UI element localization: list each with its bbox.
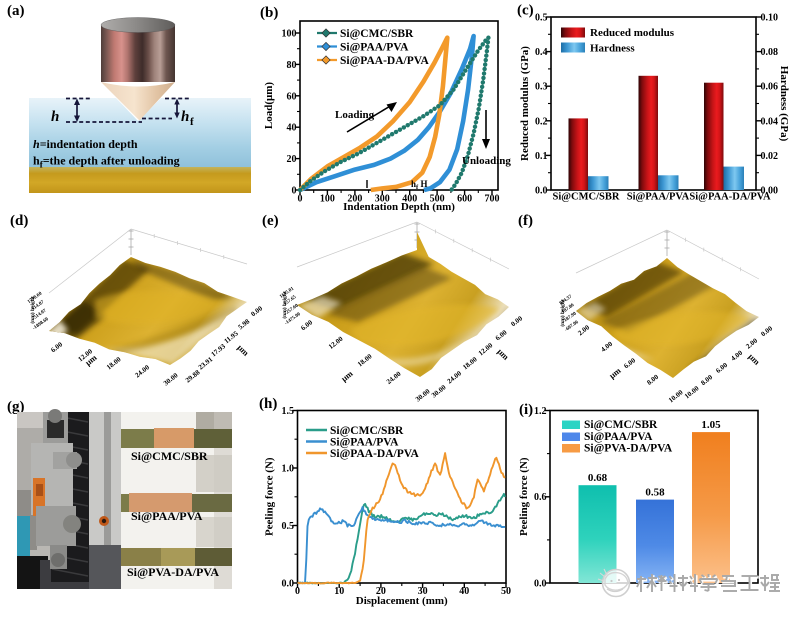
svg-text:0.06: 0.06 — [761, 82, 779, 93]
svg-text:0.58: 0.58 — [645, 487, 665, 499]
svg-text:Si@CMC/SBR: Si@CMC/SBR — [340, 28, 414, 40]
svg-text:(f): (f) — [518, 213, 533, 229]
svg-text:Si@PAA/PVA: Si@PAA/PVA — [131, 509, 203, 523]
svg-text:Si@PAA/PVA: Si@PAA/PVA — [627, 192, 690, 203]
svg-text:0.5: 0.5 — [535, 13, 548, 24]
svg-text:20: 20 — [376, 586, 386, 597]
svg-text:1.05: 1.05 — [701, 419, 721, 431]
svg-text:Si@PAA-DA/PVA: Si@PAA-DA/PVA — [330, 448, 420, 460]
svg-text:(nm) height: (nm) height — [29, 296, 36, 324]
svg-text:0.00: 0.00 — [761, 186, 779, 197]
svg-text:hf H: hf H — [411, 179, 427, 191]
svg-text:100: 100 — [320, 194, 335, 205]
svg-text:hf=the depth after unloading: hf=the depth after unloading — [33, 154, 180, 170]
svg-text:200: 200 — [347, 194, 362, 205]
svg-text:0.0: 0.0 — [282, 579, 295, 590]
svg-text:Indentation Depth (nm): Indentation Depth (nm) — [343, 201, 455, 213]
svg-text:10: 10 — [334, 586, 344, 597]
svg-text:0.0: 0.0 — [534, 579, 547, 590]
svg-text:(nm) height: (nm) height — [281, 291, 288, 319]
svg-text:80: 80 — [287, 60, 297, 71]
svg-text:50: 50 — [501, 586, 511, 597]
svg-text:(h): (h) — [259, 396, 277, 412]
svg-text:Reduced modulus (GPa): Reduced modulus (GPa) — [519, 46, 531, 161]
svg-text:100: 100 — [282, 29, 297, 40]
svg-text:500: 500 — [430, 194, 445, 205]
svg-text:0.6: 0.6 — [534, 492, 547, 503]
svg-text:f: f — [190, 116, 194, 128]
svg-text:40: 40 — [459, 586, 469, 597]
svg-text:Si@PAA/PVA: Si@PAA/PVA — [330, 437, 399, 449]
svg-text:0: 0 — [292, 186, 297, 197]
svg-text:Si@CMC/SBR: Si@CMC/SBR — [330, 425, 404, 437]
svg-text:0.04: 0.04 — [761, 116, 779, 127]
svg-text:0: 0 — [298, 194, 303, 205]
svg-text:0.4: 0.4 — [535, 47, 548, 58]
svg-text:Hardness: Hardness — [590, 43, 635, 55]
svg-text:Si@PAA-DA/PVA: Si@PAA-DA/PVA — [340, 55, 430, 67]
svg-text:Reduced modulus: Reduced modulus — [590, 27, 675, 39]
svg-text:300: 300 — [375, 194, 390, 205]
svg-text:h: h — [51, 109, 59, 125]
svg-text:(g): (g) — [7, 399, 25, 415]
svg-text:(a): (a) — [7, 3, 25, 19]
svg-text:0.68: 0.68 — [588, 472, 608, 484]
svg-text:1.5: 1.5 — [282, 406, 295, 417]
svg-text:Si@PAA/PVA: Si@PAA/PVA — [584, 431, 653, 443]
svg-text:0.08: 0.08 — [761, 47, 779, 58]
svg-text:Si@CMC/SBR: Si@CMC/SBR — [131, 449, 208, 463]
svg-text:(c): (c) — [517, 3, 534, 19]
svg-text:0.1: 0.1 — [535, 151, 548, 162]
svg-text:Si@PAA/PVA: Si@PAA/PVA — [340, 42, 409, 54]
svg-text:0.5: 0.5 — [282, 521, 295, 532]
svg-text:1.2: 1.2 — [534, 406, 547, 417]
svg-text:0.2: 0.2 — [535, 116, 548, 127]
svg-text:0.02: 0.02 — [761, 151, 779, 162]
svg-text:600: 600 — [457, 194, 472, 205]
svg-text:(e): (e) — [262, 213, 279, 229]
svg-text:(i): (i) — [519, 402, 533, 418]
svg-text:Peeling force (N): Peeling force (N) — [264, 457, 276, 536]
svg-text:0.3: 0.3 — [535, 82, 548, 93]
svg-text:30: 30 — [418, 586, 428, 597]
svg-text:Si@CMC/SBR: Si@CMC/SBR — [584, 419, 658, 431]
svg-text:h=indentation depth: h=indentation depth — [33, 137, 138, 151]
svg-text:1.0: 1.0 — [282, 464, 295, 475]
svg-text:0.10: 0.10 — [761, 13, 779, 24]
svg-text:Peeling force (N): Peeling force (N) — [518, 457, 530, 536]
svg-text:0.0: 0.0 — [535, 186, 548, 197]
svg-text:700: 700 — [485, 194, 500, 205]
svg-text:60: 60 — [287, 91, 297, 102]
svg-text:Si@PVA-DA/PVA: Si@PVA-DA/PVA — [127, 565, 219, 579]
svg-text:0: 0 — [295, 586, 300, 597]
svg-text:Si@PAA-DA/PVA: Si@PAA-DA/PVA — [689, 192, 771, 203]
svg-text:Displacement (mm): Displacement (mm) — [356, 595, 448, 607]
svg-text:Hardness (GPa): Hardness (GPa) — [778, 66, 790, 142]
svg-text:Loading: Loading — [335, 109, 375, 121]
svg-text:h: h — [181, 109, 189, 125]
svg-text:(b): (b) — [260, 5, 278, 21]
svg-text:Unloading: Unloading — [462, 155, 511, 167]
svg-text:400: 400 — [402, 194, 417, 205]
svg-text:40: 40 — [287, 123, 297, 134]
svg-text:Si@PVA-DA/PVA: Si@PVA-DA/PVA — [584, 443, 673, 455]
svg-text:Load(μm): Load(μm) — [263, 82, 275, 130]
svg-text:(nm) height: (nm) height — [559, 299, 566, 327]
svg-text:20: 20 — [287, 154, 297, 165]
svg-text:(d): (d) — [10, 213, 28, 229]
svg-text:Si@CMC/SBR: Si@CMC/SBR — [553, 192, 620, 203]
